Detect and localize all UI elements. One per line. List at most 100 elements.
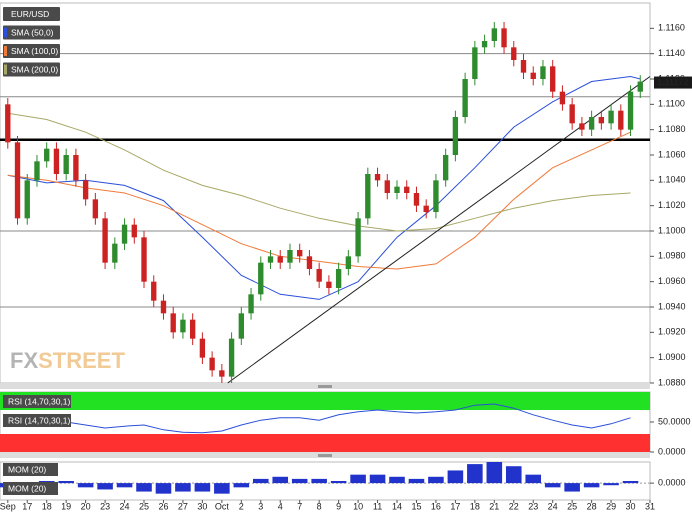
x-tick-label: 20 xyxy=(81,501,91,511)
momentum-bar xyxy=(214,483,230,494)
x-tick-label: 26 xyxy=(158,501,168,511)
momentum-bar xyxy=(350,474,366,484)
candle-body xyxy=(637,81,643,92)
candle-body xyxy=(511,47,517,60)
candle-body xyxy=(199,338,206,358)
candle-body xyxy=(306,256,313,269)
momentum-bar xyxy=(330,481,347,484)
legend-swatch xyxy=(4,46,7,56)
momentum-bar xyxy=(525,474,542,484)
candle-body xyxy=(24,180,30,219)
legend-box xyxy=(3,7,60,21)
sma-line xyxy=(7,75,641,300)
x-tick-label: 18 xyxy=(42,501,52,511)
legend-label: MOM (20) xyxy=(8,483,46,493)
momentum-bar xyxy=(603,483,619,486)
momentum-bar xyxy=(408,478,425,484)
momentum-bar xyxy=(175,483,191,492)
momentum-bar xyxy=(428,476,444,484)
resize-handle xyxy=(318,385,332,388)
candle-body xyxy=(472,47,478,79)
candle-body xyxy=(219,370,225,377)
momentum-bar xyxy=(505,466,522,484)
x-tick-label: 30 xyxy=(197,501,207,511)
momentum-bar xyxy=(116,483,133,488)
candle-body xyxy=(92,199,99,219)
candle-body xyxy=(258,262,264,295)
y-tick-label: 1.0880 xyxy=(658,377,686,387)
y-tick-label: 1.0900 xyxy=(658,352,686,362)
legend-box xyxy=(3,25,60,40)
x-tick-label: 3 xyxy=(258,501,263,511)
overbought-band xyxy=(0,392,650,410)
oversold-band xyxy=(0,434,650,452)
legend-box xyxy=(3,395,71,408)
x-tick-label: 14 xyxy=(392,501,402,511)
momentum-bar xyxy=(252,478,269,484)
x-tick-label: 17 xyxy=(450,501,460,511)
momentum-bar xyxy=(622,481,639,484)
candle-body xyxy=(228,338,235,377)
candle-body xyxy=(141,237,147,282)
x-tick-label: Oct xyxy=(215,501,230,511)
candle-body xyxy=(442,155,449,181)
candle-body xyxy=(267,256,274,263)
candle-body xyxy=(316,269,322,282)
candle-body xyxy=(423,205,429,212)
candle-body xyxy=(238,313,244,339)
momentum-bar xyxy=(564,483,580,492)
candle-body xyxy=(277,256,283,263)
candle-body xyxy=(63,155,69,174)
candle-body xyxy=(112,243,118,263)
x-tick-label: 11 xyxy=(373,501,382,511)
candle-body xyxy=(520,60,527,73)
x-tick-label: 16 xyxy=(431,501,441,511)
candle-body xyxy=(462,79,468,117)
candle-body xyxy=(180,319,186,333)
candle-body xyxy=(34,161,40,181)
momentum-bar xyxy=(447,470,464,484)
legend-label: EUR/USD xyxy=(11,9,49,19)
x-tick-label: 10 xyxy=(353,501,363,511)
candle-body xyxy=(481,41,488,48)
x-tick-label: 4 xyxy=(278,501,283,511)
x-tick-label: 28 xyxy=(587,501,597,511)
candle-body xyxy=(209,357,215,371)
sma-line xyxy=(7,131,631,270)
candle-body xyxy=(404,186,410,193)
x-tick-label: 27 xyxy=(178,501,188,511)
y-tick-label: 0.0000 xyxy=(658,477,686,487)
candle-body xyxy=(598,117,605,124)
panel-frame xyxy=(0,2,651,384)
x-tick-label: 30 xyxy=(626,501,636,511)
x-tick-label: Sep xyxy=(0,501,16,511)
candle-body xyxy=(131,224,137,238)
candle-body xyxy=(365,174,371,219)
x-tick-label: 23 xyxy=(100,501,110,511)
candle-body xyxy=(82,180,89,200)
momentum-bar xyxy=(389,476,405,484)
momentum-bar xyxy=(291,478,308,484)
candle-body xyxy=(160,300,167,314)
candle-body xyxy=(248,294,254,314)
candle-body xyxy=(335,269,342,288)
candle-body xyxy=(384,180,390,193)
legend-swatch xyxy=(4,64,7,75)
x-tick-label: 25 xyxy=(139,501,149,511)
legend-box xyxy=(3,463,58,476)
x-tick-label: 29 xyxy=(606,501,616,511)
candle-body xyxy=(297,250,303,257)
momentum-bar xyxy=(311,478,327,484)
x-tick-label: 9 xyxy=(336,501,341,511)
x-tick-label: 7 xyxy=(297,501,302,511)
y-tick-label: 1.0980 xyxy=(658,251,686,261)
candle-body xyxy=(394,186,400,193)
candle-body xyxy=(627,91,634,130)
candle-body xyxy=(151,281,157,301)
rsi-line xyxy=(7,403,631,434)
watermark: FXSTREET xyxy=(10,348,125,373)
momentum-bar xyxy=(155,483,172,494)
y-tick-label: 1.1080 xyxy=(658,124,686,134)
candle-body xyxy=(588,117,595,130)
momentum-bar xyxy=(97,483,113,490)
